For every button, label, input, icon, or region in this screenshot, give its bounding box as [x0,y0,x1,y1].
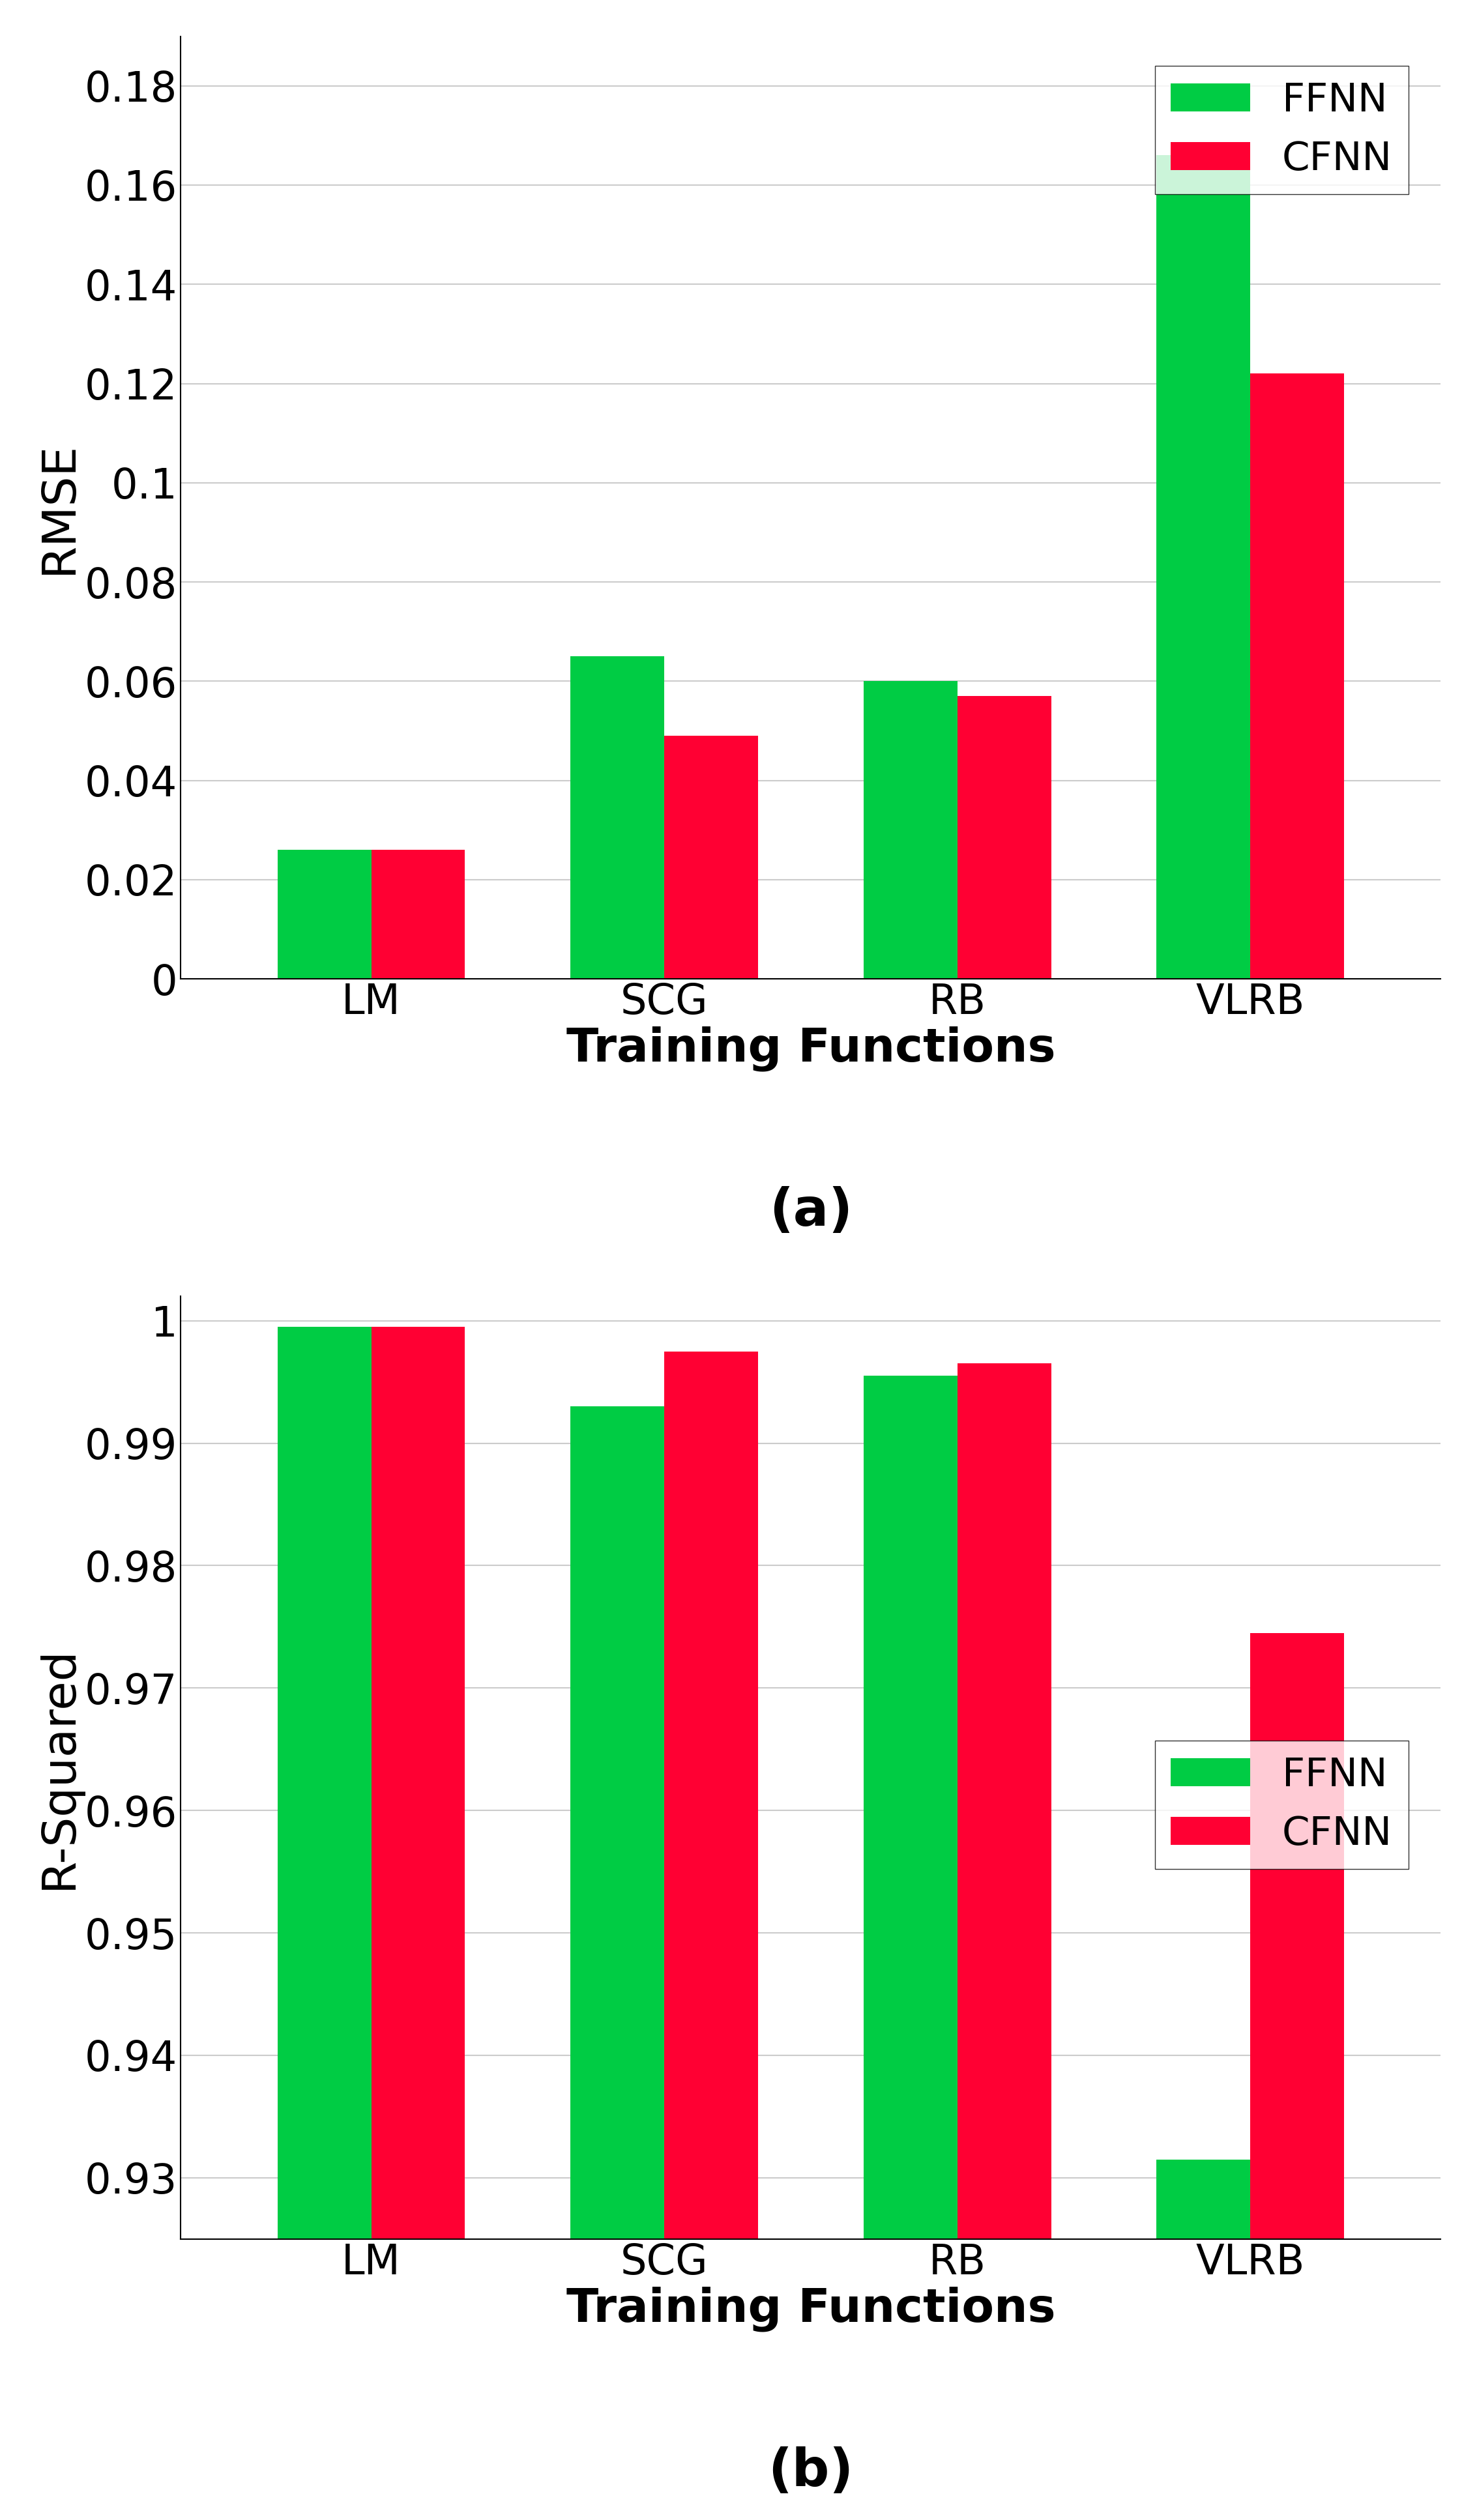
Bar [371,1328,465,2520]
Bar [570,1406,665,2520]
Bar [665,736,758,978]
Bar [957,1363,1052,2520]
Bar [665,1351,758,2520]
Bar [570,655,665,978]
Bar [278,849,371,978]
Bar [864,680,957,978]
Y-axis label: RMSE: RMSE [37,441,81,575]
X-axis label: Training Functions: Training Functions [566,1026,1056,1071]
Bar [1156,156,1251,978]
Y-axis label: R-Squared: R-Squared [37,1646,81,1890]
Text: (a): (a) [770,1187,852,1237]
Bar [1251,373,1344,978]
Legend: FFNN, CFNN: FFNN, CFNN [1155,66,1408,194]
X-axis label: Training Functions: Training Functions [566,2286,1056,2331]
Bar [371,849,465,978]
Text: (b): (b) [768,2447,854,2497]
Legend: FFNN, CFNN: FFNN, CFNN [1155,1741,1408,1870]
Bar [1251,1633,1344,2520]
Bar [864,1376,957,2520]
Bar [278,1328,371,2520]
Bar [1156,2160,1251,2520]
Bar [957,696,1052,978]
